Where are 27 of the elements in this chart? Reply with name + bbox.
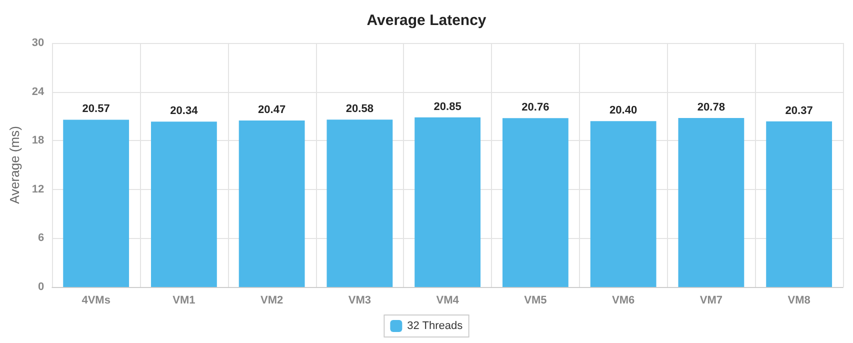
y-tick-label: 24	[32, 86, 46, 98]
data-label: 20.34	[170, 105, 199, 118]
data-label: 20.57	[82, 103, 110, 116]
x-tick-label: VM2	[260, 294, 284, 306]
x-tick-label: VM4	[436, 294, 460, 306]
data-label: 20.78	[697, 101, 725, 114]
y-tick-label: 6	[38, 232, 44, 244]
x-tick-label: VM8	[788, 294, 810, 306]
data-label: 20.76	[522, 102, 550, 114]
x-tick-label: VM3	[348, 294, 372, 306]
data-label: 20.85	[434, 100, 462, 113]
y-tick-label: 12	[32, 183, 44, 196]
x-tick-label: VM1	[172, 294, 196, 306]
x-tick-label: VM7	[700, 294, 722, 306]
data-label: 20.47	[258, 104, 286, 116]
y-tick-label: 18	[32, 134, 44, 147]
data-label: 20.40	[610, 104, 638, 117]
x-tick-label: VM6	[612, 294, 635, 306]
y-tick-label: 0	[38, 281, 44, 293]
y-tick-label: 30	[32, 37, 44, 49]
data-label: 20.37	[785, 104, 813, 117]
legend-label: 32 Threads	[407, 320, 464, 332]
data-label: 20.58	[346, 103, 374, 116]
x-tick-label: 4VMs	[82, 294, 110, 306]
y-axis-title: Average (ms)	[7, 126, 22, 204]
chart-title: Average Latency	[366, 12, 487, 29]
x-tick-label: VM5	[524, 294, 547, 306]
